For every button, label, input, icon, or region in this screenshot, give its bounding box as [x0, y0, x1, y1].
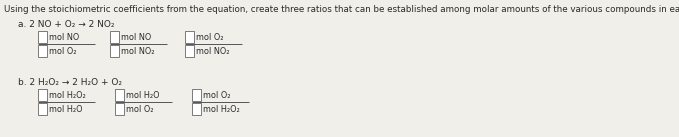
Bar	[38, 103, 47, 115]
Text: Using the stoichiometric coefficients from the equation, create three ratios tha: Using the stoichiometric coefficients fr…	[4, 5, 679, 14]
Text: mol NO₂: mol NO₂	[121, 46, 155, 55]
Text: b. 2 H₂O₂ → 2 H₂O + O₂: b. 2 H₂O₂ → 2 H₂O + O₂	[18, 78, 122, 87]
Bar	[185, 45, 194, 57]
Text: mol O₂: mol O₂	[196, 32, 223, 42]
Bar	[115, 89, 124, 101]
Bar	[38, 31, 47, 43]
Text: mol H₂O₂: mol H₂O₂	[203, 105, 240, 113]
Text: a. 2 NO + O₂ → 2 NO₂: a. 2 NO + O₂ → 2 NO₂	[18, 20, 115, 29]
Text: mol O₂: mol O₂	[126, 105, 153, 113]
Text: mol O₂: mol O₂	[203, 91, 230, 99]
Text: mol H₂O₂: mol H₂O₂	[49, 91, 86, 99]
Bar	[185, 31, 194, 43]
Bar	[110, 45, 119, 57]
Bar	[110, 31, 119, 43]
Text: mol NO: mol NO	[49, 32, 79, 42]
Bar	[192, 103, 201, 115]
Bar	[38, 89, 47, 101]
Text: mol H₂O: mol H₂O	[49, 105, 83, 113]
Text: mol NO: mol NO	[121, 32, 151, 42]
Text: mol H₂O: mol H₂O	[126, 91, 160, 99]
Bar	[38, 45, 47, 57]
Bar	[115, 103, 124, 115]
Text: mol O₂: mol O₂	[49, 46, 77, 55]
Text: mol NO₂: mol NO₂	[196, 46, 230, 55]
Bar	[192, 89, 201, 101]
